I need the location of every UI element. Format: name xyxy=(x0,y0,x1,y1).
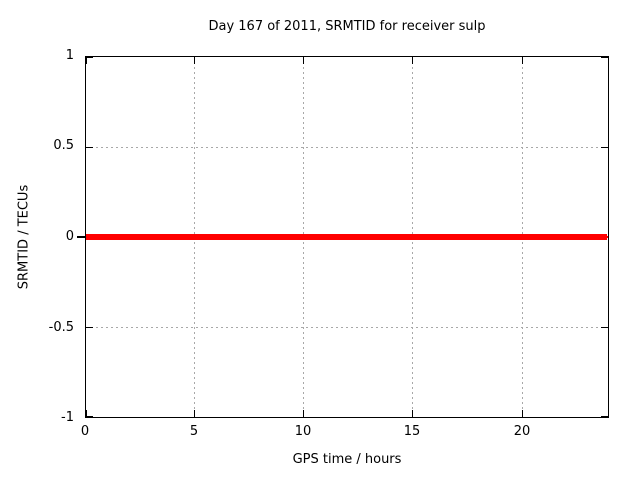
x-tick-label-15: 15 xyxy=(403,424,421,439)
data-series-line-end-nub xyxy=(604,236,608,238)
y-tick-left-0p5 xyxy=(86,147,93,148)
y-tick-right-m1 xyxy=(601,416,608,417)
y-zero-outer-tick xyxy=(77,236,85,238)
x-tick-top-15 xyxy=(412,57,413,64)
y-gridline-0p5 xyxy=(86,147,608,148)
x-tick-bottom-20 xyxy=(522,410,523,417)
y-tick-label-m0p5: -0.5 xyxy=(48,320,74,335)
y-tick-right-0p5 xyxy=(601,147,608,148)
y-tick-right-m0p5 xyxy=(601,327,608,328)
x-tick-label-0: 0 xyxy=(80,424,90,439)
y-tick-left-1 xyxy=(86,57,93,58)
x-tick-top-5 xyxy=(194,57,195,64)
y-gridline-m0p5 xyxy=(86,327,608,328)
x-tick-top-0 xyxy=(86,57,87,64)
x-tick-label-5: 5 xyxy=(189,424,199,439)
x-tick-bottom-15 xyxy=(412,410,413,417)
x-tick-bottom-0 xyxy=(86,410,87,417)
x-tick-top-10 xyxy=(303,57,304,64)
x-axis-title: GPS time / hours xyxy=(292,452,402,467)
y-tick-label-0p5: 0.5 xyxy=(53,138,74,153)
x-tick-top-20 xyxy=(522,57,523,64)
x-tick-label-20: 20 xyxy=(513,424,531,439)
data-series-line-srmtid xyxy=(86,234,607,240)
plot-area xyxy=(85,56,609,418)
x-tick-bottom-10 xyxy=(303,410,304,417)
y-tick-label-1: 1 xyxy=(65,48,74,63)
y-tick-label-m1: -1 xyxy=(61,410,74,425)
y-tick-left-m1 xyxy=(86,416,93,417)
x-tick-label-10: 10 xyxy=(294,424,312,439)
y-tick-label-0: 0 xyxy=(65,229,74,244)
x-tick-bottom-5 xyxy=(194,410,195,417)
chart-title: Day 167 of 2011, SRMTID for receiver sul… xyxy=(208,19,486,34)
y-tick-right-1 xyxy=(601,57,608,58)
y-tick-left-m0p5 xyxy=(86,327,93,328)
